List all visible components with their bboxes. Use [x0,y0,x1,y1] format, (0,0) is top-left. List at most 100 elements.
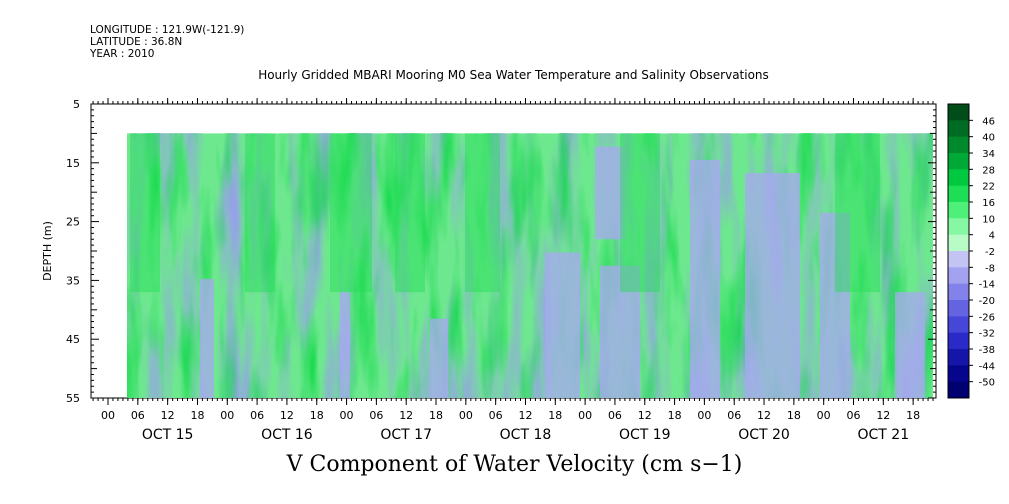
colorbar-label: -44 [979,361,995,372]
x-day-label: OCT 18 [500,427,552,443]
colorbar: 46 40 34 28 22 16 10 4 -2 -8 -14 -20 -26 -32 -38 -44 -50 [947,103,995,399]
colorbar-label: 10 [982,214,995,225]
colorbar-label: -38 [979,345,995,356]
x-day-label: OCT 20 [738,427,790,443]
colorbar-swatch [948,104,969,121]
x-hour-label: 06 [131,409,145,422]
colorbar-label: -32 [979,329,995,340]
metadata-block: LONGITUDE : 121.9W(-121.9) LATITUDE : 36… [90,24,244,60]
colorbar-swatch [948,202,969,219]
colorbar-label: 40 [982,133,995,144]
x-hour-label: 18 [787,409,801,422]
x-hour-label: 18 [310,409,324,422]
x-hour-label: 00 [220,409,234,422]
axes: 00 06 12 18 00 06 12 18 00 06 12 18 00 06 12 18 00 06 12 18… [66,98,936,443]
y-tick-label: 45 [66,333,80,346]
northward-band [330,133,372,293]
colorbar-swatch [948,316,969,334]
colorbar-label: -26 [979,312,995,323]
northward-band [835,133,880,293]
x-hour-label: 18 [190,409,204,422]
x-hour-label: 00 [340,409,354,422]
colorbar-label: 28 [982,165,995,176]
velocity-field [127,133,933,398]
chart-title: Hourly Gridded MBARI Mooring M0 Sea Wate… [258,68,769,82]
colorbar-label: -14 [979,280,995,291]
colorbar-swatch [948,169,969,187]
southward-band [820,212,850,398]
x-day-label: OCT 17 [380,427,432,443]
x-day-label: OCT 15 [142,427,194,443]
northward-band [465,133,500,293]
southward-band [200,278,214,398]
x-hour-label: 00 [697,409,711,422]
colorbar-swatch [948,332,969,350]
northward-band [620,133,660,293]
colorbar-label: -20 [979,296,995,307]
x-day-label: OCT 21 [858,427,910,443]
northward-band [395,133,425,293]
northward-band [245,133,275,293]
colorbar-swatch [948,381,969,399]
northward-band [130,133,160,293]
x-hour-label: 18 [906,409,920,422]
x-hour-label: 00 [817,409,831,422]
x-hour-label: 18 [429,409,443,422]
colorbar-label: 46 [982,116,995,127]
x-hour-label: 00 [101,409,115,422]
x-hour-label: 12 [518,409,532,422]
southward-band [595,146,625,240]
colorbar-label: -8 [985,263,995,274]
chart-caption: V Component of Water Velocity (cm s−1) [286,452,743,477]
colorbar-swatch [948,185,969,203]
colorbar-swatch [948,251,969,268]
x-hour-label: 18 [668,409,682,422]
x-hour-label: 18 [548,409,562,422]
colorbar-label: 22 [982,182,995,193]
x-hour-label: 00 [459,409,473,422]
colorbar-swatch [948,349,969,366]
x-hour-label: 06 [727,409,741,422]
x-hour-label: 12 [399,409,413,422]
y-axis-label: DEPTH (m) [41,221,54,281]
colorbar-swatch [948,218,969,236]
x-hour-label: 06 [608,409,622,422]
x-hour-label: 12 [161,409,175,422]
southward-band [600,265,640,398]
colorbar-label: 34 [982,149,995,160]
colorbar-label: -50 [979,378,995,389]
colorbar-swatch [948,153,969,170]
y-tick-label: 55 [66,392,80,405]
colorbar-swatch [948,136,969,154]
x-hour-label: 00 [578,409,592,422]
year-label: YEAR : 2010 [90,48,155,60]
y-tick-label: 35 [66,274,80,287]
x-hour-label: 12 [876,409,890,422]
x-day-label: OCT 19 [619,427,671,443]
southward-band [545,252,580,398]
x-hour-label: 12 [280,409,294,422]
x-hour-label: 12 [638,409,652,422]
southward-band [745,173,800,398]
x-hour-label: 06 [369,409,383,422]
colorbar-swatch [948,120,969,138]
colorbar-swatch [948,234,969,252]
colorbar-swatch [948,300,969,317]
colorbar-swatch [948,283,969,301]
y-tick-label: 25 [66,216,80,229]
x-day-label: OCT 16 [261,427,313,443]
southward-band [430,318,448,398]
southward-band [340,292,350,398]
x-hour-label: 06 [847,409,861,422]
colorbar-label: -2 [985,247,995,258]
longitude-label: LONGITUDE : 121.9W(-121.9) [90,24,245,36]
latitude-label: LATITUDE : 36.8N [90,36,183,48]
x-hour-label: 12 [757,409,771,422]
southward-band [690,159,720,398]
colorbar-label: 4 [989,231,995,242]
y-tick-label: 15 [66,157,80,170]
southward-band [895,292,925,398]
x-hour-label: 06 [250,409,264,422]
colorbar-swatch [948,365,969,383]
